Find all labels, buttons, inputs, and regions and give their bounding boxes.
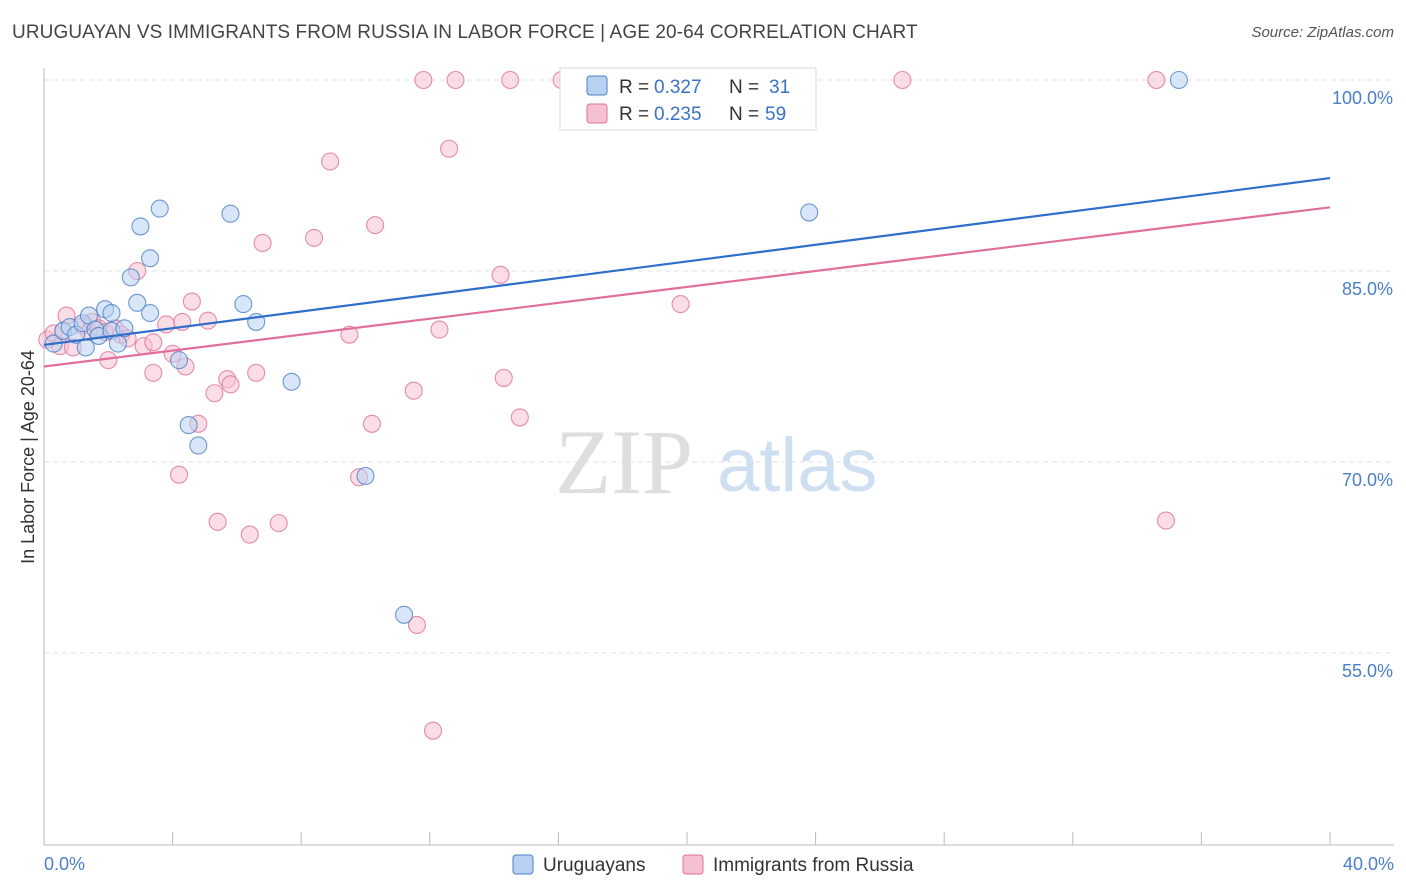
uruguayans-point-27 <box>356 466 375 486</box>
russia-point-33 <box>253 233 272 253</box>
russia-point-49 <box>494 368 513 388</box>
bottom-legend-label-russia: Immigrants from Russia <box>713 855 914 876</box>
uruguayans-point-16 <box>131 217 150 236</box>
uruguayans-point-20 <box>169 351 189 370</box>
russia-point-18 <box>144 333 163 352</box>
watermark: ZIP atlas <box>555 411 878 513</box>
x-ticks <box>43 832 1331 845</box>
watermark-atlas: atlas <box>717 423 878 508</box>
gridlines <box>44 79 1394 654</box>
legend-n-value-2: 59 <box>765 104 786 125</box>
uruguayans-point-13 <box>115 319 134 338</box>
uruguayans-point-21 <box>179 416 198 435</box>
russia-point-46 <box>440 139 459 158</box>
russia-point-57 <box>1147 70 1166 90</box>
uruguayans-point-23 <box>221 204 240 223</box>
russia-point-45 <box>430 320 449 339</box>
x-tick-label-left: 0.0% <box>44 854 85 874</box>
uruguayans-point-17 <box>141 303 160 323</box>
legend-n-value-1: 31 <box>769 77 790 98</box>
uruguayans-point-12 <box>108 334 127 353</box>
russia-point-51 <box>510 408 529 427</box>
russia-point-36 <box>321 152 340 171</box>
bottom-legend-label-uruguayans: Uruguayans <box>543 855 645 876</box>
russia-point-41 <box>404 381 423 400</box>
russia-point-42 <box>407 615 426 635</box>
bottom-legend-swatch-uruguayans <box>512 854 534 875</box>
y-tick-label-2: 70.0% <box>1342 470 1393 490</box>
y-tick-label-1: 85.0% <box>1342 279 1393 299</box>
legend-r-label-2: R = <box>619 104 649 125</box>
uruguayans-point-26 <box>282 372 301 391</box>
russia-point-44 <box>423 721 443 740</box>
series-immigrants-from-russia <box>38 70 1176 740</box>
russia-point-28 <box>208 512 227 531</box>
russia-point-17 <box>144 363 163 382</box>
y-tick-labels: 100.0% 85.0% 70.0% 55.0% <box>1332 88 1393 681</box>
uruguayans-point-19 <box>150 199 169 218</box>
trend-line-uruguayans <box>43 176 1331 346</box>
russia-point-50 <box>501 70 520 90</box>
chart-source: Source: ZipAtlas.com <box>1251 24 1394 41</box>
watermark-zip: ZIP <box>555 411 693 513</box>
uruguayans-point-30 <box>1169 70 1188 90</box>
legend-n-label-2: N = <box>729 104 759 125</box>
russia-point-24 <box>182 292 201 311</box>
uruguayans-point-24 <box>234 295 253 314</box>
russia-point-40 <box>366 216 385 235</box>
russia-point-43 <box>414 70 433 90</box>
legend-r-value-2: 0.235 <box>654 104 702 125</box>
uruguayans-point-18 <box>141 249 160 268</box>
uruguayans-point-22 <box>189 436 208 455</box>
uruguayans-point-11 <box>102 303 121 323</box>
trend-lines <box>43 176 1331 368</box>
bottom-legend-swatch-russia <box>682 854 704 875</box>
trend-line-russia <box>43 206 1331 368</box>
x-tick-label-right: 40.0% <box>1343 854 1394 874</box>
russia-point-37 <box>340 325 359 344</box>
axes <box>43 68 1394 846</box>
uruguayans-point-28 <box>395 605 414 624</box>
y-tick-label-3: 55.0% <box>1342 661 1393 681</box>
russia-point-56 <box>893 70 912 90</box>
russia-point-54 <box>671 295 690 314</box>
russia-point-39 <box>362 414 381 433</box>
russia-point-30 <box>221 375 240 394</box>
legend-n-label-1: N = <box>729 77 759 98</box>
y-axis-label: In Labor Force | Age 20-64 <box>18 350 38 564</box>
chart-title: URUGUAYAN VS IMMIGRANTS FROM RUSSIA IN L… <box>12 22 918 43</box>
uruguayans-point-14 <box>121 268 140 287</box>
russia-point-31 <box>240 525 259 544</box>
russia-point-26 <box>198 311 218 330</box>
russia-point-47 <box>446 70 465 90</box>
uruguayans-point-15 <box>128 293 147 312</box>
y-tick-label-0: 100.0% <box>1332 88 1393 108</box>
russia-point-21 <box>169 465 189 484</box>
russia-point-27 <box>205 384 224 403</box>
series-uruguayans <box>44 70 1188 624</box>
legend-swatch-pink <box>586 103 608 124</box>
legend-r-value-1: 0.327 <box>654 77 702 98</box>
russia-point-34 <box>269 514 288 533</box>
legend-swatch-blue <box>586 75 608 96</box>
russia-point-32 <box>247 363 266 382</box>
bottom-legend: Uruguayans Immigrants from Russia <box>512 854 914 876</box>
russia-point-48 <box>491 265 510 284</box>
russia-point-58 <box>1156 511 1176 530</box>
uruguayans-point-29 <box>800 203 819 222</box>
russia-point-35 <box>305 228 324 247</box>
legend-r-label-1: R = <box>619 77 649 98</box>
legend: R = 0.327 N = 31 R = 0.235 N = 59 <box>559 67 817 131</box>
